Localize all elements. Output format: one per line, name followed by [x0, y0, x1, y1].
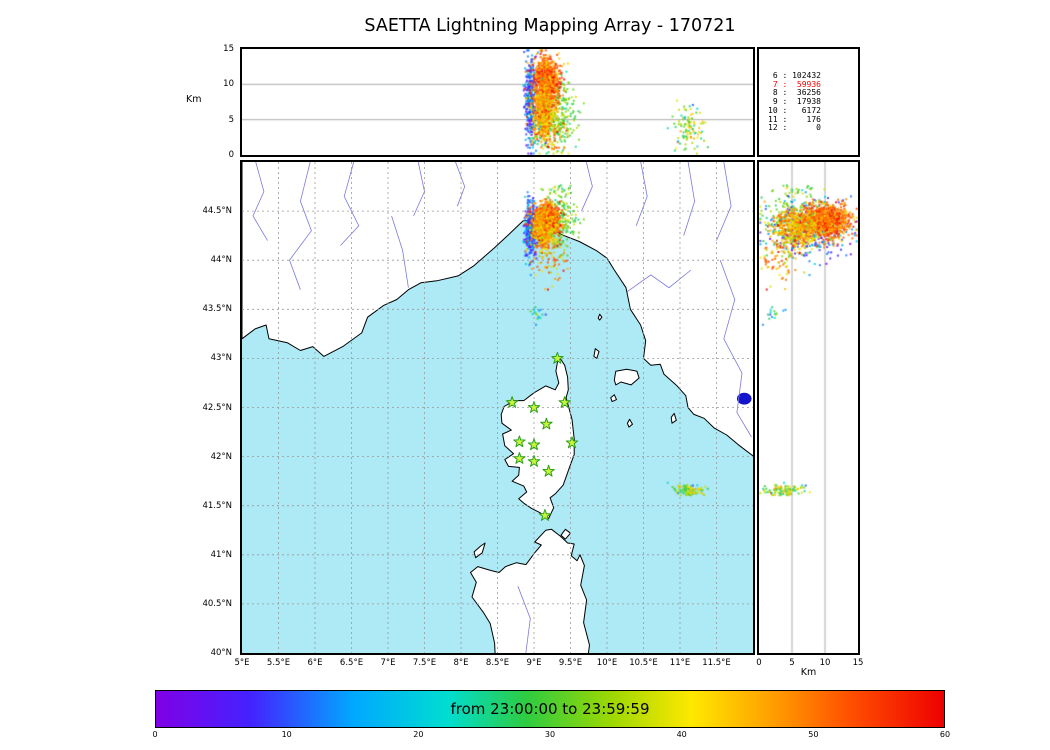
- colorbar-tick-label: 30: [544, 730, 556, 739]
- station-count-row: 9 : 17938: [768, 97, 821, 107]
- right-xtick-label: 5: [789, 658, 795, 668]
- right-xtick-label: 10: [819, 658, 831, 668]
- time-colorbar: from 23:00:00 to 23:59:59: [155, 690, 945, 728]
- colorbar-tick-label: 50: [808, 730, 819, 739]
- map-lon-tick-label: 11.5°E: [702, 658, 731, 668]
- top-ytick-label: 10: [223, 79, 234, 90]
- colorbar-tick-label: 0: [152, 730, 158, 739]
- lightning-points-canvas-right: [759, 162, 858, 653]
- colorbar-tick-label: 10: [281, 730, 292, 739]
- map-panel: [240, 160, 755, 655]
- colorbar-label: from 23:00:00 to 23:59:59: [450, 700, 650, 718]
- map-lat-tick-label: 44°N: [210, 255, 232, 266]
- map-lon-tick-label: 9.5°E: [558, 658, 583, 668]
- station-count-row: 6 : 102432: [768, 71, 821, 80]
- map-lat-tick-label: 42.5°N: [202, 402, 232, 413]
- station-count-panel: [757, 47, 860, 157]
- map-lon-tick-label: 10°E: [596, 658, 618, 668]
- map-lat-tick-label: 41°N: [210, 549, 232, 560]
- lightning-points-canvas-map: [242, 162, 753, 653]
- station-count-list: 6 : 102432 7 : 59936 8 : 36256 9 : 17938…: [768, 71, 821, 133]
- latitude-altitude-panel: [757, 160, 860, 655]
- map-lon-tick-label: 9°E: [526, 658, 542, 668]
- colorbar-tick-label: 60: [939, 730, 951, 739]
- map-lon-tick-label: 10.5°E: [629, 658, 658, 668]
- station-count-row: 12 : 0: [768, 123, 821, 133]
- station-count-row: 11 : 176: [768, 114, 821, 124]
- station-count-row: 7 : 59936: [768, 79, 821, 89]
- map-lat-tick-label: 43.5°N: [202, 304, 232, 315]
- top-ytick-label: 0: [228, 150, 234, 160]
- station-count-row: 10 : 6172: [768, 105, 821, 115]
- map-lon-tick-label: 8.5°E: [485, 658, 510, 668]
- map-lon-tick-label: 11°E: [669, 658, 691, 668]
- right-panel-xlabel: Km: [800, 667, 817, 678]
- colorbar-tick-label: 20: [413, 730, 424, 739]
- map-lon-tick-label: 6.5°E: [339, 658, 364, 668]
- map-lon-tick-label: 7°E: [380, 658, 396, 668]
- station-count-row: 8 : 36256: [768, 88, 821, 98]
- map-lat-tick-label: 42°N: [210, 451, 232, 462]
- map-lon-tick-label: 5.5°E: [266, 658, 291, 668]
- page-title: SAETTA Lightning Mapping Array - 170721: [364, 16, 736, 36]
- map-lon-tick-label: 7.5°E: [412, 658, 437, 668]
- altitude-longitude-panel: [240, 47, 755, 157]
- map-lat-tick-label: 40°N: [210, 648, 232, 658]
- right-xtick-label: 0: [756, 658, 762, 668]
- colorbar-tick-label: 40: [676, 730, 687, 739]
- map-lat-tick-label: 43°N: [210, 353, 232, 364]
- map-lat-tick-label: 41.5°N: [202, 500, 232, 511]
- lightning-points-canvas-top: [242, 49, 753, 155]
- map-lon-tick-label: 6°E: [307, 658, 323, 668]
- top-ytick-label: 5: [228, 114, 234, 125]
- map-lat-tick-label: 40.5°N: [202, 598, 232, 609]
- top-ytick-label: 15: [223, 44, 234, 54]
- right-xtick-label: 15: [852, 658, 864, 668]
- map-lon-tick-label: 5°E: [234, 658, 250, 668]
- top-panel-ylabel: Km: [186, 94, 202, 105]
- map-lon-tick-label: 8°E: [453, 658, 469, 668]
- map-lat-tick-label: 44.5°N: [202, 206, 232, 217]
